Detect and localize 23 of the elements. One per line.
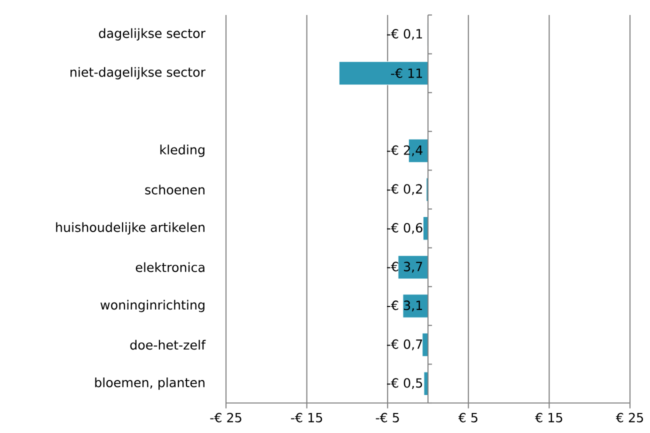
y-tick-label: woninginrichting — [100, 300, 204, 312]
data-label: -€ 0,5 — [386, 378, 422, 390]
x-tick-label: -€ 5 — [376, 412, 399, 422]
x-tick-label: € 15 — [535, 412, 562, 422]
y-tick-label: niet-dagelijkse sector — [70, 67, 206, 80]
x-tick-label: -€ 25 — [210, 412, 242, 422]
data-label: -€ 3,1 — [386, 300, 422, 312]
x-tick-label: € 25 — [616, 412, 643, 422]
y-tick-label: elektronica — [136, 262, 204, 272]
data-label: -€ 3,7 — [386, 262, 422, 273]
data-label: -€ 11 — [391, 68, 422, 78]
y-tick-label: dagelijkse sector — [98, 28, 206, 41]
y-tick-label: doe-het-zelf — [130, 340, 206, 350]
data-label: -€ 0,7 — [386, 339, 422, 350]
x-tick-label: -€ 15 — [291, 412, 322, 422]
y-tick-label: bloemen, planten — [95, 377, 204, 390]
x-tick-label: € 5 — [458, 412, 478, 422]
y-tick-label: schoenen — [145, 184, 204, 195]
data-label: -€ 0,2 — [386, 184, 422, 196]
data-label: -€ 0,1 — [386, 28, 422, 40]
y-tick-label: kleding — [160, 144, 204, 157]
y-tick-label: huishoudelijke artikelen — [56, 222, 204, 235]
data-label: -€ 0,6 — [386, 222, 422, 234]
